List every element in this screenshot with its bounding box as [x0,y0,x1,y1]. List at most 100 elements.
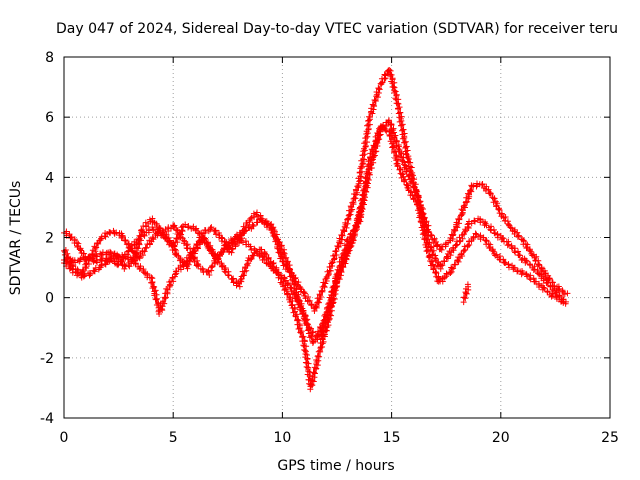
y-tick-label: 4 [45,170,54,186]
data-point [546,275,553,282]
data-point [228,246,235,253]
data-point [268,225,275,232]
data-point [117,258,124,265]
data-point [453,242,460,249]
data-point [460,294,467,301]
data-point [149,285,156,292]
data-point [535,270,542,277]
data-point [514,229,521,236]
data-point [293,293,300,300]
data-point [414,201,421,208]
data-point [355,220,362,227]
data-point [138,226,145,233]
data-point [471,218,478,225]
data-point [360,196,367,203]
data-point [403,168,410,175]
data-point [362,183,369,190]
data-point [219,248,226,255]
data-point [494,231,501,238]
data-point [368,155,375,162]
data-point [75,270,82,277]
data-point [351,194,358,201]
x-axis-label: GPS time / hours [277,458,394,474]
data-point [417,219,424,226]
x-tick-label: 20 [492,430,510,446]
data-point [270,260,277,267]
data-point [387,121,394,128]
data-point [425,254,432,261]
data-point [533,253,540,260]
data-point [66,231,73,238]
data-point [236,236,243,243]
data-point [487,190,494,197]
data-point [464,242,471,249]
y-tick-label: 6 [45,110,54,126]
data-point [104,259,111,266]
data-point [507,224,514,231]
data-point [558,298,565,305]
data-point [456,215,463,222]
data-point [425,222,432,229]
data-point [366,121,373,128]
data-point [236,283,243,290]
data-point [462,295,469,302]
data-point [486,245,493,252]
data-point [321,283,328,290]
data-point [366,113,373,120]
data-point [141,248,148,255]
data-point [371,97,378,104]
x-tick-label: 0 [60,430,69,446]
data-point [464,281,471,288]
y-tick-label: -2 [40,351,54,367]
data-point [515,232,522,239]
data-point [164,286,171,293]
data-point [364,179,371,186]
data-point [177,256,184,263]
data-point [450,265,457,272]
data-point [516,252,523,259]
data-point [540,277,547,284]
data-point [290,309,297,316]
grid-lines [64,57,610,418]
data-point [328,312,335,319]
data-point [79,266,86,273]
data-point [247,243,254,250]
data-point [292,312,299,319]
data-point [195,238,202,245]
data-point [239,239,246,246]
data-point [278,243,285,250]
y-axis-label: SDTVAR / TECUs [8,181,24,296]
data-point [80,267,87,274]
data-point [247,215,254,222]
data-point [148,274,155,281]
data-point [136,241,143,248]
data-point [344,216,351,223]
data-point [397,109,404,116]
data-point [394,162,401,169]
data-point [429,258,436,265]
data-point [386,67,393,74]
data-point [538,264,545,271]
data-point [399,127,406,134]
data-point [281,255,288,262]
data-point [414,207,421,214]
data-point [343,237,350,244]
data-point [254,219,261,226]
data-point [218,238,225,245]
data-point [118,234,125,241]
data-point [420,230,427,237]
data-point [319,336,326,343]
data-point [430,247,437,254]
data-point [401,139,408,146]
data-point [375,130,382,137]
data-point [316,353,323,360]
data-point [367,162,374,169]
data-point [275,249,282,256]
data-point [400,161,407,168]
data-point [439,262,446,269]
data-point [495,206,502,213]
data-point [334,243,341,249]
data-point [514,233,521,240]
data-point [245,255,252,262]
data-point [526,247,533,254]
